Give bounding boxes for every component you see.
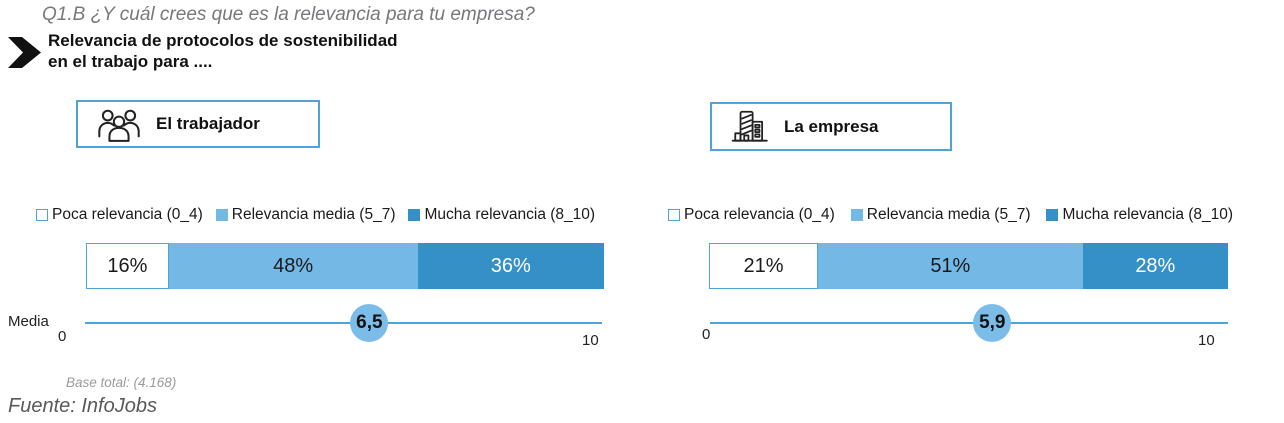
bar-segment: 51% <box>817 243 1083 289</box>
media-scale: 5,9 <box>710 304 1228 344</box>
legend-label: Poca relevancia (0_4) <box>52 206 203 223</box>
stacked-bar: 21% 51% 28% <box>709 243 1228 289</box>
bar-segment: 16% <box>86 243 169 289</box>
legend-swatch <box>36 209 48 221</box>
legend-item: Relevancia media (5_7) <box>850 206 1031 224</box>
legend-item: Relevancia media (5_7) <box>215 206 396 224</box>
group-label-company: La empresa <box>784 116 879 136</box>
media-scale-line <box>85 322 602 324</box>
building-icon <box>730 108 770 146</box>
media-marker: 6,5 <box>350 304 389 342</box>
question-title: Q1.B ¿Y cuál crees que es la relevancia … <box>42 4 535 25</box>
group-label-worker: El trabajador <box>156 114 260 133</box>
subtitle-line-1: Relevancia de protocolos de sostenibilid… <box>48 31 398 50</box>
legend-label: Mucha relevancia (8_10) <box>424 206 596 223</box>
subtitle-line-2: en el trabajo para .... <box>48 52 213 71</box>
axis-max-label: 10 <box>1198 332 1215 349</box>
legend-item: Mucha relevancia (8_10) <box>1046 206 1233 224</box>
bar-segment: 21% <box>709 243 818 289</box>
media-axis-label: Media <box>8 313 49 330</box>
stacked-bar: 16% 48% 36% <box>86 243 604 289</box>
chart-panel-worker: Poca relevancia (0_4) Relevancia media (5… <box>0 200 645 370</box>
chart-panel-company: Poca relevancia (0_4) Relevancia media (5… <box>660 200 1284 370</box>
people-icon <box>96 106 142 142</box>
legend-item: Poca relevancia (0_4) <box>36 206 203 224</box>
bar-segment: 28% <box>1082 243 1228 289</box>
axis-min-label: 0 <box>58 328 67 345</box>
bar-segment: 48% <box>168 243 418 289</box>
media-scale-line <box>710 322 1228 324</box>
legend-item: Mucha relevancia (8_10) <box>408 206 595 224</box>
legend-item: Poca relevancia (0_4) <box>668 206 835 224</box>
base-total-note: Base total: (4.168) <box>66 375 177 390</box>
legend-swatch <box>1046 209 1059 221</box>
legend-label: Relevancia media (5_7) <box>231 206 396 223</box>
group-box-worker: El trabajador <box>76 100 320 148</box>
legend-label: Mucha relevancia (8_10) <box>1062 206 1234 223</box>
chevron-right-icon <box>8 37 41 68</box>
group-box-company: La empresa <box>710 102 952 151</box>
legend-swatch <box>408 209 421 221</box>
media-marker: 5,9 <box>973 304 1012 342</box>
chart-subtitle: Relevancia de protocolos de sostenibilid… <box>48 30 398 72</box>
legend: Poca relevancia (0_4) Relevancia media (5… <box>36 206 595 224</box>
legend-swatch <box>668 209 680 221</box>
legend-swatch <box>215 209 228 221</box>
legend: Poca relevancia (0_4) Relevancia media (5… <box>668 206 1233 224</box>
media-scale: 6,5 <box>85 304 602 344</box>
axis-min-label: 0 <box>702 326 711 343</box>
axis-max-label: 10 <box>582 332 599 349</box>
bar-segment: 36% <box>417 243 604 289</box>
source-credit: Fuente: InfoJobs <box>8 395 157 417</box>
legend-label: Relevancia media (5_7) <box>866 206 1031 223</box>
legend-swatch <box>850 209 863 221</box>
legend-label: Poca relevancia (0_4) <box>684 206 835 223</box>
